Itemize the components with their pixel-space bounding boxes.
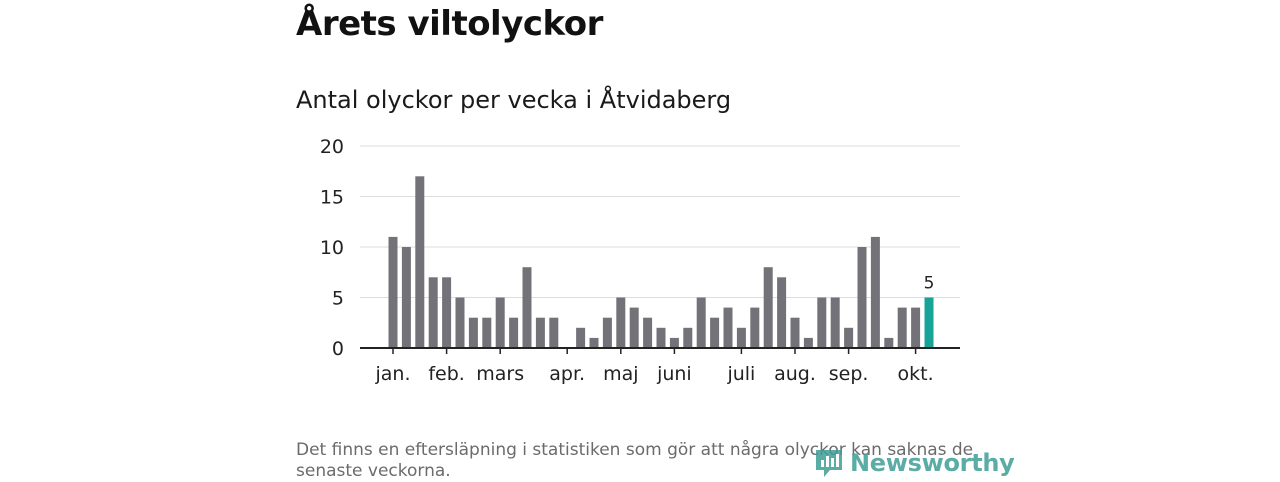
bar (643, 317, 653, 348)
bar (870, 236, 880, 348)
bar (669, 337, 679, 348)
footnote: Det finns en eftersläpning i statistiken… (296, 440, 974, 481)
y-tick-label: 15 (320, 187, 344, 209)
bar (683, 327, 693, 348)
bar (817, 297, 827, 348)
bar (535, 317, 545, 348)
x-tick-label: feb. (428, 363, 464, 385)
page-title: Årets viltolyckor (296, 4, 603, 44)
x-tick-label: mars (476, 363, 524, 385)
data-label: 5 (924, 274, 935, 294)
bar (736, 327, 746, 348)
bar (522, 267, 532, 348)
y-tick-label: 5 (332, 288, 344, 310)
y-tick-label: 20 (320, 136, 344, 158)
bar (482, 317, 492, 348)
y-tick-label: 0 (332, 338, 344, 360)
bar (468, 317, 478, 348)
bar (576, 327, 586, 348)
x-tick-label: juli (726, 363, 755, 385)
bar (763, 267, 773, 348)
bar (415, 176, 425, 348)
bar (723, 307, 733, 348)
x-tick-label: sep. (829, 363, 869, 385)
y-tick-label: 10 (320, 237, 344, 259)
newsworthy-logo-text: Newsworthy (850, 449, 1015, 477)
bar (455, 297, 465, 348)
chart-subtitle: Antal olyckor per vecka i Åtvidaberg (296, 86, 732, 114)
bar (844, 327, 854, 348)
bar-chart: 0 5 10 15 20 5 jan. feb. mars apr. maj juni juli aug.… (320, 136, 960, 385)
bar (442, 277, 452, 348)
bar (884, 337, 894, 348)
bar (509, 317, 519, 348)
bar (428, 277, 438, 348)
bar (629, 307, 639, 348)
newsworthy-logo-icon (816, 450, 842, 477)
bar (589, 337, 599, 348)
bar (656, 327, 666, 348)
bar (777, 277, 787, 348)
x-tick-label: juni (656, 363, 692, 385)
bar (750, 307, 760, 348)
bar (790, 317, 800, 348)
bar (803, 337, 813, 348)
bar (602, 317, 612, 348)
bar (696, 297, 706, 348)
x-tick-label: apr. (549, 363, 585, 385)
newsworthy-logo: Newsworthy (814, 445, 1015, 481)
x-tick-label: okt. (898, 363, 934, 385)
bar-highlight (924, 297, 934, 348)
bar (857, 247, 867, 348)
bar (388, 236, 398, 348)
bar (911, 307, 921, 348)
bar (549, 317, 559, 348)
x-tick-label: jan. (374, 363, 410, 385)
bar (897, 307, 907, 348)
bar (616, 297, 626, 348)
bar (710, 317, 720, 348)
bar (401, 247, 411, 348)
bar (495, 297, 505, 348)
x-tick-label: maj (603, 363, 638, 385)
bar (830, 297, 840, 348)
x-tick-label: aug. (774, 363, 816, 385)
